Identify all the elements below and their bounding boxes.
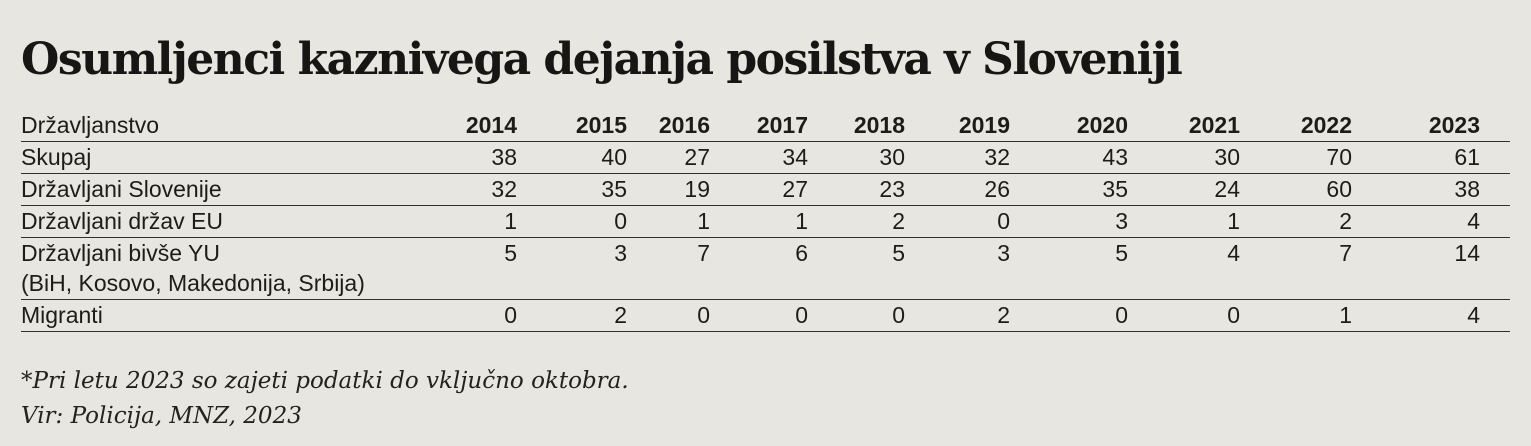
cell-value: 30 xyxy=(817,141,914,174)
cell-value: 0 xyxy=(914,205,1019,238)
column-header-year: 2015 xyxy=(526,110,636,142)
cell-value: 4 xyxy=(1361,205,1510,238)
column-header-year: 2018 xyxy=(817,110,914,142)
infographic-page: Osumljenci kaznivega dejanja posilstva v… xyxy=(21,34,1510,434)
cell-value: 38 xyxy=(426,141,526,174)
cell-value: 0 xyxy=(817,299,914,332)
footnotes: *Pri letu 2023 so zajeti podatki do vklj… xyxy=(21,364,1510,434)
column-header-year: 2017 xyxy=(719,110,817,142)
cell-value: 5 xyxy=(817,237,914,300)
cell-value: 0 xyxy=(636,299,719,332)
column-header-year: 2021 xyxy=(1137,110,1249,142)
cell-value: 2 xyxy=(914,299,1019,332)
cell-value: 0 xyxy=(426,299,526,332)
column-header-year: 2014 xyxy=(426,110,526,142)
cell-value: 14 xyxy=(1361,237,1510,300)
cell-value: 32 xyxy=(914,141,1019,174)
cell-value: 2 xyxy=(817,205,914,238)
table-row: Skupaj 38 40 27 34 30 32 43 30 70 61 xyxy=(21,141,1510,174)
cell-value: 1 xyxy=(426,205,526,238)
cell-value: 26 xyxy=(914,173,1019,206)
row-label-main: Državljani bivše YU xyxy=(21,240,220,266)
row-label: Migranti xyxy=(21,299,426,332)
row-label: Državljani držav EU xyxy=(21,205,426,238)
cell-value: 3 xyxy=(526,237,636,300)
row-label: Skupaj xyxy=(21,141,426,174)
cell-value: 23 xyxy=(817,173,914,206)
cell-value: 3 xyxy=(1019,205,1137,238)
table-row: Državljani Slovenije 32 35 19 27 23 26 3… xyxy=(21,173,1510,206)
column-header-year: 2016 xyxy=(636,110,719,142)
cell-value: 24 xyxy=(1137,173,1249,206)
cell-value: 0 xyxy=(1019,299,1137,332)
cell-value: 7 xyxy=(1249,237,1361,300)
cell-value: 40 xyxy=(526,141,636,174)
page-title: Osumljenci kaznivega dejanja posilstva v… xyxy=(21,34,1183,85)
column-header-year: 2020 xyxy=(1019,110,1137,142)
cell-value: 0 xyxy=(719,299,817,332)
cell-value: 7 xyxy=(636,237,719,300)
cell-value: 4 xyxy=(1361,299,1510,332)
row-label: Državljani bivše YU (BiH, Kosovo, Makedo… xyxy=(21,237,426,300)
cell-value: 35 xyxy=(526,173,636,206)
cell-value: 30 xyxy=(1137,141,1249,174)
cell-value: 2 xyxy=(1249,205,1361,238)
cell-value: 35 xyxy=(1019,173,1137,206)
cell-value: 5 xyxy=(426,237,526,300)
column-header-year: 2022 xyxy=(1249,110,1361,142)
cell-value: 6 xyxy=(719,237,817,300)
cell-value: 1 xyxy=(1137,205,1249,238)
row-label: Državljani Slovenije xyxy=(21,173,426,206)
footnote-source: Vir: Policija, MNZ, 2023 xyxy=(21,403,302,429)
cell-value: 61 xyxy=(1361,141,1510,174)
table-row: Državljani bivše YU (BiH, Kosovo, Makedo… xyxy=(21,237,1510,300)
footnote-note: *Pri letu 2023 so zajeti podatki do vklj… xyxy=(21,368,629,394)
cell-value: 38 xyxy=(1361,173,1510,206)
cell-value: 32 xyxy=(426,173,526,206)
data-table: Državljanstvo 2014 2015 2016 2017 2018 2… xyxy=(21,110,1510,332)
cell-value: 27 xyxy=(636,141,719,174)
table-row: Migranti 0 2 0 0 0 2 0 0 1 4 xyxy=(21,299,1510,332)
cell-value: 70 xyxy=(1249,141,1361,174)
cell-value: 43 xyxy=(1019,141,1137,174)
column-header-year: 2019 xyxy=(914,110,1019,142)
cell-value: 1 xyxy=(636,205,719,238)
column-header-year: 2023 xyxy=(1361,110,1510,142)
cell-value: 60 xyxy=(1249,173,1361,206)
cell-value: 3 xyxy=(914,237,1019,300)
cell-value: 19 xyxy=(636,173,719,206)
cell-value: 0 xyxy=(526,205,636,238)
cell-value: 1 xyxy=(719,205,817,238)
cell-value: 1 xyxy=(1249,299,1361,332)
cell-value: 2 xyxy=(526,299,636,332)
row-sublabel: (BiH, Kosovo, Makedonija, Srbija) xyxy=(21,270,365,296)
cell-value: 4 xyxy=(1137,237,1249,300)
cell-value: 27 xyxy=(719,173,817,206)
table-header-row: Državljanstvo 2014 2015 2016 2017 2018 2… xyxy=(21,110,1510,142)
column-header-citizenship: Državljanstvo xyxy=(21,110,426,142)
cell-value: 5 xyxy=(1019,237,1137,300)
cell-value: 0 xyxy=(1137,299,1249,332)
cell-value: 34 xyxy=(719,141,817,174)
table-row: Državljani držav EU 1 0 1 1 2 0 3 1 2 4 xyxy=(21,205,1510,238)
